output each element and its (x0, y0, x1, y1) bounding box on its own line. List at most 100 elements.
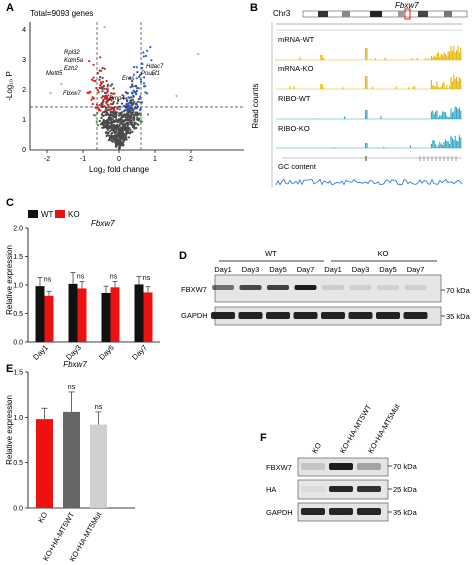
volcano-point (131, 98, 134, 101)
y-tick-label: 1.0 (13, 415, 23, 422)
volcano-point (130, 123, 134, 127)
gene-label: Fbxw7 (63, 91, 81, 97)
volcano-point (126, 124, 129, 127)
volcano-point (105, 122, 108, 125)
volcano-point (105, 107, 108, 110)
volcano-point (107, 116, 110, 119)
y-tick-label: 1.5 (13, 254, 23, 261)
volcano-point (131, 121, 134, 124)
volcano-point (87, 92, 90, 95)
panel-letter-e: E (6, 363, 14, 375)
volcano-point (127, 96, 130, 99)
chart-e-y-label: Relative expression (5, 395, 14, 465)
y-tick-label: 1.0 (13, 283, 23, 290)
volcano-point (103, 67, 106, 70)
volcano-point (124, 109, 128, 112)
volcano-point (126, 99, 129, 102)
volcano-point (132, 73, 135, 76)
volcano-point (105, 101, 108, 104)
legend-swatch-wt (28, 210, 38, 218)
volcano-point (94, 114, 97, 117)
volcano-point (108, 106, 111, 109)
volcano-point (116, 119, 119, 122)
volcano-point (113, 130, 116, 133)
volcano-point (106, 111, 109, 114)
volcano-point (134, 111, 137, 114)
volcano-point (100, 116, 103, 120)
volcano-point (101, 95, 104, 98)
volcano-point (146, 49, 149, 52)
chart-c-gene: Fbxw7 (91, 219, 115, 228)
x-tick: -1 (80, 156, 86, 163)
gene-label: Bmp4 (109, 96, 125, 102)
volcano-point (106, 85, 109, 88)
volcano-point (101, 67, 104, 70)
gene-label: Rpl32 (64, 50, 80, 56)
volcano-point (132, 108, 135, 111)
volcano-point (114, 126, 117, 129)
volcano-point (112, 100, 115, 103)
volcano-point (129, 77, 132, 80)
category-label: Day5 (97, 343, 116, 362)
volcano-point (127, 130, 130, 133)
volcano-point (127, 102, 130, 105)
volcano-point (121, 144, 124, 147)
blot-f-row-gapdh: GAPDH (266, 508, 293, 517)
volcano-point (119, 137, 122, 140)
bar-ko (143, 292, 153, 342)
volcano-point (98, 69, 101, 72)
volcano-point (119, 132, 122, 135)
volcano-point (125, 138, 128, 141)
volcano-point (135, 66, 138, 69)
band-fbxw7 (377, 285, 399, 290)
band-ha (357, 486, 381, 492)
blot-d-row-gapdh: GAPDH (181, 311, 208, 320)
volcano-point (144, 85, 147, 88)
volcano-point (129, 121, 132, 124)
volcano-point (110, 113, 113, 116)
volcano-point (103, 120, 106, 123)
volcano-point (106, 83, 110, 86)
chart-c-y-label: Relative expression (5, 245, 14, 315)
volcano-point (88, 60, 91, 63)
volcano-point (151, 73, 154, 76)
volcano-point (117, 141, 121, 144)
volcano-point (135, 103, 138, 106)
volcano-point (102, 99, 105, 102)
volcano-point (109, 84, 112, 87)
volcano-point (117, 99, 120, 102)
volcano-point (117, 114, 120, 117)
volcano-point (134, 91, 137, 94)
y-tick: 4 (22, 27, 26, 34)
volcano-point (141, 62, 144, 65)
volcano-point (107, 104, 110, 107)
volcano-point (125, 133, 128, 136)
volcano-point (113, 109, 116, 112)
volcano-point (132, 126, 135, 129)
volcano-point (100, 69, 103, 72)
volcano-point (129, 131, 132, 134)
category-label: Day7 (130, 343, 149, 362)
category-label: Day3 (64, 343, 83, 362)
volcano-point (136, 71, 139, 74)
legend-label-wt: WT (41, 210, 54, 219)
y-tick: 1 (22, 117, 26, 124)
band-fbxw7 (267, 285, 289, 290)
category-label: Day1 (31, 343, 50, 362)
chromosome-label: Chr3 (273, 9, 291, 18)
volcano-point (102, 114, 105, 117)
volcano-annotation: Total=9093 genes (30, 9, 93, 18)
gene-label: Mettl5 (46, 71, 63, 77)
group-label-wt: WT (265, 249, 277, 258)
volcano-point (125, 129, 128, 133)
x-tick: 0 (117, 156, 121, 163)
volcano-point (111, 121, 114, 124)
volcano-point (175, 94, 178, 98)
volcano-point (137, 75, 141, 78)
volcano-point (134, 107, 137, 110)
volcano-point (117, 139, 120, 142)
volcano-points (49, 25, 200, 150)
volcano-point (115, 140, 118, 143)
volcano-point (126, 92, 129, 95)
